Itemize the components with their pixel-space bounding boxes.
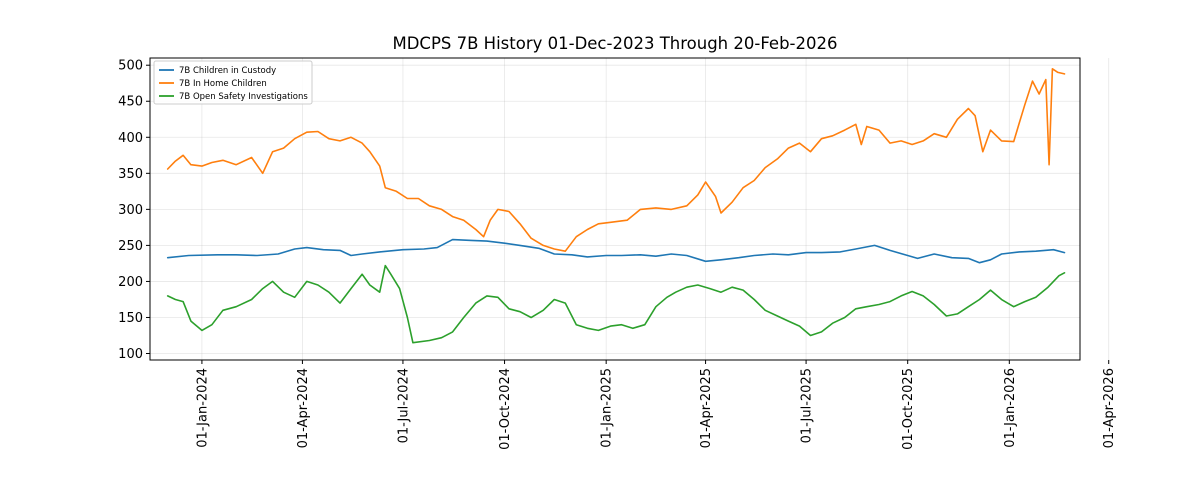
x-tick-label: 01-Jan-2026	[1003, 368, 1018, 448]
legend-label: 7B Children in Custody	[179, 66, 276, 76]
axes: 100 150 200 250 300 350 400 450 500 01-Jan-2024 01…	[118, 59, 1117, 450]
y-tick-label: 250	[118, 239, 143, 254]
x-tick-label: 01-Oct-2024	[498, 368, 513, 450]
y-tick-label: 350	[118, 167, 143, 182]
chart-title: MDCPS 7B History 01-Dec-2023 Through 20-…	[392, 34, 837, 53]
legend: 7B Children in Custody 7B In Home Childre…	[153, 60, 313, 105]
legend-label: 7B In Home Children	[179, 79, 267, 89]
y-tick-label: 500	[118, 59, 143, 74]
series-layer	[166, 68, 1066, 344]
x-tick-label: 01-Jul-2024	[396, 368, 411, 443]
x-tick-label: 01-Oct-2025	[901, 368, 916, 450]
series-line-1	[166, 238, 1066, 264]
x-tick-label: 01-Apr-2025	[699, 368, 714, 448]
y-tick-label: 150	[118, 311, 143, 326]
y-tick-label: 200	[118, 275, 143, 290]
legend-box	[153, 60, 313, 105]
y-tick-label: 450	[118, 95, 143, 110]
x-tick-label: 01-Jul-2025	[800, 368, 815, 443]
y-tick-label: 100	[118, 347, 143, 362]
x-tick-label: 01-Apr-2024	[296, 368, 311, 448]
series-line-3	[166, 264, 1066, 344]
y-tick-label: 400	[118, 131, 143, 146]
legend-label: 7B Open Safety Investigations	[179, 92, 308, 102]
x-tick-label: 01-Jan-2024	[195, 368, 210, 448]
y-tick-label: 300	[118, 203, 143, 218]
series-line-2	[166, 68, 1066, 252]
x-tick-label: 01-Apr-2026	[1102, 368, 1117, 448]
x-tick-label: 01-Jan-2025	[600, 368, 615, 448]
